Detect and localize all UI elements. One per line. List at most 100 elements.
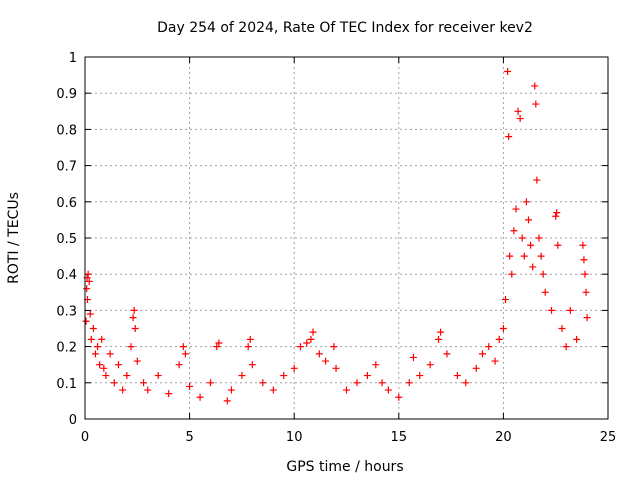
data-point xyxy=(315,350,323,358)
data-point xyxy=(395,393,403,401)
data-point xyxy=(322,357,330,365)
y-tick-label: 0.6 xyxy=(56,196,77,211)
data-point xyxy=(215,339,223,347)
data-point xyxy=(552,212,560,220)
data-point xyxy=(207,379,215,387)
y-tick-label: 1 xyxy=(69,51,77,66)
x-tick-label: 20 xyxy=(495,430,512,445)
data-point xyxy=(553,209,561,217)
data-point xyxy=(535,234,543,242)
data-point xyxy=(537,252,545,260)
data-point xyxy=(244,343,252,351)
data-point xyxy=(378,379,386,387)
data-point xyxy=(581,270,589,278)
data-point xyxy=(127,343,135,351)
data-point xyxy=(529,263,537,271)
data-point xyxy=(140,379,148,387)
y-tick-label: 0.2 xyxy=(56,341,77,356)
data-point xyxy=(409,353,417,361)
data-point xyxy=(330,343,338,351)
data-point xyxy=(495,335,503,343)
y-tick-labels: 0 0.1 0.2 0.3 0.4 0.5 0.6 0.7 0.8 0.9 1 xyxy=(56,51,77,428)
data-point xyxy=(516,115,524,123)
data-point xyxy=(510,227,518,235)
data-point xyxy=(405,379,413,387)
data-point xyxy=(96,361,104,369)
data-point xyxy=(485,343,493,351)
data-point xyxy=(85,277,93,285)
data-point xyxy=(238,372,246,380)
data-point xyxy=(533,176,541,184)
y-tick-label: 0 xyxy=(69,413,77,428)
data-point xyxy=(573,335,581,343)
data-point xyxy=(548,306,556,314)
data-point xyxy=(303,339,311,347)
data-point xyxy=(154,372,162,380)
data-point xyxy=(175,361,183,369)
data-point xyxy=(472,364,480,372)
data-point xyxy=(541,288,549,296)
x-tick-label: 0 xyxy=(81,430,89,445)
y-tick-label: 0.8 xyxy=(56,123,77,138)
data-point xyxy=(372,361,380,369)
data-point xyxy=(290,364,298,372)
data-point xyxy=(196,393,204,401)
data-point xyxy=(363,372,371,380)
data-point xyxy=(443,350,451,358)
data-point xyxy=(462,379,470,387)
data-point xyxy=(100,364,108,372)
data-point xyxy=(518,234,526,242)
data-point xyxy=(296,343,304,351)
data-point xyxy=(353,379,361,387)
data-point xyxy=(384,386,392,394)
y-tick-label: 0.4 xyxy=(56,268,77,283)
data-point xyxy=(133,357,141,365)
data-point xyxy=(84,270,92,278)
data-point xyxy=(343,386,350,394)
data-point xyxy=(269,386,277,394)
data-point xyxy=(246,335,254,343)
data-point xyxy=(165,390,173,398)
data-point xyxy=(514,107,522,115)
data-point xyxy=(144,386,152,394)
x-tick-label: 15 xyxy=(391,430,408,445)
chart-title: Day 254 of 2024, Rate Of TEC Index for r… xyxy=(157,20,533,36)
x-tick-label: 5 xyxy=(185,430,193,445)
data-point xyxy=(525,216,533,224)
data-point xyxy=(583,314,591,322)
data-point xyxy=(86,310,94,318)
data-point xyxy=(512,205,520,213)
data-point xyxy=(506,252,514,260)
data-point xyxy=(501,296,509,304)
data-point xyxy=(332,364,340,372)
data-point xyxy=(491,357,499,365)
data-point xyxy=(558,325,566,332)
data-point xyxy=(91,350,99,358)
data-point xyxy=(416,372,424,380)
data-point xyxy=(181,350,189,358)
data-point xyxy=(309,328,317,336)
plot-frame xyxy=(84,56,609,420)
y-tick-label: 0.3 xyxy=(56,304,77,319)
data-point xyxy=(248,361,256,369)
grid-lines xyxy=(85,57,608,419)
data-point xyxy=(82,317,90,325)
x-axis-title: GPS time / hours xyxy=(286,459,403,475)
x-tick-labels: 0 5 10 15 20 25 xyxy=(81,430,616,445)
data-points xyxy=(82,67,591,405)
data-point xyxy=(307,335,315,343)
y-tick-label: 0.7 xyxy=(56,160,77,175)
data-point xyxy=(179,343,187,351)
data-point xyxy=(505,133,513,141)
data-point xyxy=(119,386,127,394)
data-point xyxy=(280,372,288,380)
x-tick-label: 25 xyxy=(600,430,617,445)
data-point xyxy=(478,350,486,358)
data-point xyxy=(520,252,528,260)
data-point xyxy=(504,67,512,75)
data-point xyxy=(89,325,97,332)
data-point xyxy=(110,379,118,387)
data-point xyxy=(522,198,530,206)
data-point xyxy=(426,361,434,369)
